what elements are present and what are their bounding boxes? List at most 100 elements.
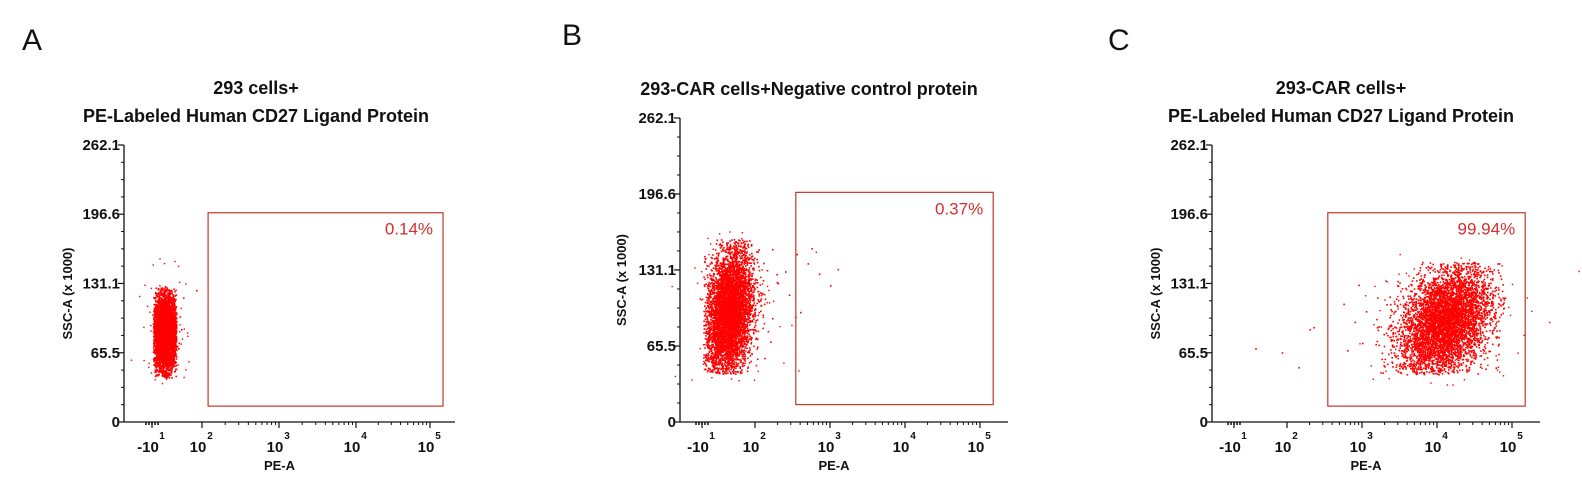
x-tick-exponent: 5 bbox=[435, 431, 441, 442]
scatter-point bbox=[174, 320, 176, 323]
scatter-point bbox=[169, 355, 171, 358]
scatter-point bbox=[173, 333, 176, 336]
scatter-point bbox=[172, 307, 174, 309]
scatter-point bbox=[157, 316, 159, 319]
scatter-point bbox=[167, 302, 169, 304]
scatter-point bbox=[161, 327, 163, 330]
scatter-point bbox=[171, 318, 174, 320]
scatter-point bbox=[169, 297, 171, 299]
scatter-point bbox=[157, 359, 160, 361]
scatter-point bbox=[163, 343, 166, 345]
scatter-point bbox=[157, 364, 160, 366]
scatter-point bbox=[170, 355, 173, 357]
scatter-point bbox=[177, 345, 179, 348]
scatter-point bbox=[167, 295, 170, 297]
scatter-point bbox=[154, 325, 157, 328]
scatter-point bbox=[154, 334, 157, 337]
scatter-point bbox=[161, 372, 163, 374]
scatter-point bbox=[153, 318, 156, 321]
scatter-point bbox=[163, 341, 165, 344]
scatter-point bbox=[159, 289, 162, 292]
scatter-point bbox=[175, 326, 178, 329]
scatter-point bbox=[164, 289, 166, 292]
scatter-point bbox=[171, 341, 174, 343]
scatter-point bbox=[158, 362, 161, 365]
scatter-point bbox=[171, 325, 173, 328]
scatter-point bbox=[162, 328, 165, 330]
scatter-point bbox=[171, 346, 173, 349]
scatter-point bbox=[175, 325, 177, 327]
scatter-point bbox=[165, 335, 167, 338]
scatter-point bbox=[174, 340, 177, 342]
scatter-point bbox=[158, 327, 161, 330]
scatter-point bbox=[166, 359, 168, 362]
scatter-point bbox=[162, 315, 164, 318]
scatter-point bbox=[167, 345, 169, 347]
scatter-point bbox=[170, 320, 173, 322]
scatter-point bbox=[169, 320, 171, 323]
scatter-point bbox=[167, 356, 169, 359]
scatter-point bbox=[159, 328, 161, 331]
scatter-point bbox=[171, 343, 173, 345]
scatter-point bbox=[175, 311, 177, 314]
scatter-point bbox=[161, 338, 163, 340]
scatter-point bbox=[172, 359, 174, 361]
scatter-point bbox=[166, 343, 168, 346]
scatter-point bbox=[159, 356, 161, 359]
scatter-point bbox=[160, 339, 163, 342]
scatter-point bbox=[155, 363, 157, 365]
scatter-point bbox=[156, 331, 159, 333]
scatter-point bbox=[159, 322, 162, 324]
scatter-point bbox=[153, 320, 156, 323]
scatter-point bbox=[155, 365, 158, 368]
scatter-point bbox=[164, 354, 166, 357]
scatter-point bbox=[158, 351, 161, 353]
scatter-point bbox=[153, 303, 155, 306]
scatter-point bbox=[175, 347, 177, 349]
scatter-point bbox=[156, 369, 159, 371]
scatter-point bbox=[158, 374, 160, 376]
scatter-point bbox=[162, 371, 164, 373]
scatter-point bbox=[158, 300, 160, 303]
scatter-point bbox=[165, 337, 167, 340]
scatter-point bbox=[174, 260, 176, 263]
scatter-point bbox=[155, 367, 157, 369]
scatter-point bbox=[160, 365, 162, 367]
scatter-point bbox=[160, 307, 163, 310]
scatter-point bbox=[155, 345, 158, 348]
scatter-point bbox=[174, 314, 177, 316]
scatter-point bbox=[163, 326, 165, 328]
scatter-point bbox=[156, 310, 158, 312]
scatter-point bbox=[166, 305, 168, 307]
scatter-point bbox=[157, 317, 160, 319]
scatter-point bbox=[173, 357, 176, 359]
scatter-point bbox=[159, 295, 161, 298]
scatter-point bbox=[162, 305, 165, 307]
scatter-point bbox=[160, 360, 163, 362]
scatter-point bbox=[163, 376, 166, 378]
scatter-point bbox=[165, 377, 168, 380]
scatter-point bbox=[173, 309, 175, 311]
scatter-point bbox=[175, 375, 177, 378]
scatter-point bbox=[154, 313, 157, 315]
scatter-point bbox=[156, 314, 158, 317]
scatter-point bbox=[159, 328, 162, 330]
scatter-point bbox=[163, 329, 166, 331]
scatter-point bbox=[158, 293, 160, 296]
scatter-point bbox=[164, 370, 166, 372]
scatter-point bbox=[159, 340, 161, 342]
scatter-point bbox=[167, 316, 170, 318]
scatter-point bbox=[154, 309, 156, 311]
scatter-point bbox=[162, 332, 165, 335]
scatter-point bbox=[170, 289, 173, 292]
scatter-point bbox=[168, 354, 170, 357]
scatter-point bbox=[171, 292, 173, 294]
scatter-point bbox=[174, 316, 177, 319]
scatter-point bbox=[162, 327, 165, 329]
scatter-point bbox=[153, 347, 155, 349]
scatter-point bbox=[165, 310, 167, 312]
scatter-point bbox=[154, 358, 157, 361]
scatter-point bbox=[171, 365, 173, 367]
scatter-point bbox=[170, 299, 173, 301]
scatter-point bbox=[165, 294, 167, 297]
